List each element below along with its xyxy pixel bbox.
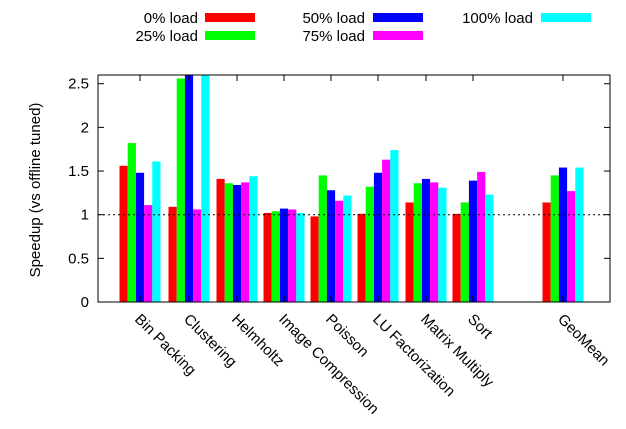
y-tick-label: 0 [81, 294, 89, 311]
bar-4-7 [430, 182, 439, 302]
plot-frame [97, 74, 611, 303]
legend-label: 0% load [144, 10, 198, 27]
bar-1-5 [310, 216, 319, 302]
legend-swatch [373, 31, 423, 40]
bar-1-7 [405, 202, 414, 302]
bar-5-8 [485, 194, 494, 302]
bars [119, 75, 584, 303]
y-tick-label: 1 [81, 207, 89, 224]
bar-2-5 [318, 175, 327, 302]
legend-swatch [205, 13, 255, 22]
bar-3-9 [558, 167, 568, 302]
bar-5-6 [390, 150, 399, 302]
bar-1-1 [119, 165, 128, 302]
bar-5-2 [201, 75, 210, 302]
legend-label: 75% load [302, 28, 365, 45]
y-tick-label: 1.5 [68, 163, 89, 180]
bar-3-8 [468, 180, 478, 302]
legend-label: 25% load [135, 28, 198, 45]
bar-1-9 [542, 202, 551, 302]
bar-4-1 [144, 205, 153, 302]
bar-3-5 [326, 190, 336, 302]
bar-5-7 [438, 187, 447, 302]
bar-3-3 [232, 185, 242, 302]
bar-2-4 [271, 211, 280, 302]
bar-4-4 [288, 209, 297, 302]
bar-2-3 [224, 183, 233, 302]
legend-label: 50% load [302, 10, 365, 27]
bar-1-4 [263, 212, 272, 302]
bar-1-3 [216, 178, 225, 302]
bar-4-3 [241, 182, 250, 302]
bar-3-7 [421, 178, 431, 302]
legend-swatch [205, 31, 255, 40]
bar-4-2 [193, 209, 202, 302]
legend-swatch [373, 13, 423, 22]
bar-4-9 [567, 191, 576, 302]
legend-label: 100% load [462, 10, 533, 27]
bar-1-2 [168, 206, 177, 302]
y-axis: 0 0.5 1 1.5 2 2.5 [68, 76, 610, 311]
bar-2-9 [550, 175, 559, 302]
bar-5-9 [575, 167, 584, 302]
bar-5-3 [249, 176, 258, 302]
y-tick-label: 0.5 [68, 250, 89, 267]
bar-2-6 [365, 186, 374, 302]
x-tick-label: LU Factorization [369, 311, 458, 400]
bar-4-6 [382, 159, 391, 302]
bar-3-2 [184, 75, 194, 302]
bar-3-6 [373, 172, 383, 302]
bar-2-7 [413, 183, 422, 302]
y-tick-label: 2.5 [68, 76, 89, 93]
legend-swatch [541, 13, 591, 22]
bar-2-8 [460, 202, 469, 302]
bar-1-8 [452, 213, 461, 302]
plot-border [97, 74, 611, 303]
bar-5-5 [343, 195, 352, 302]
bar-1-6 [357, 213, 366, 302]
bar-4-8 [477, 171, 486, 302]
bar-5-4 [296, 212, 305, 302]
bar-5-1 [152, 161, 161, 302]
bar-4-5 [335, 200, 344, 302]
y-tick-label: 2 [81, 119, 89, 136]
x-tick-label: GeoMean [554, 311, 613, 370]
bar-2-1 [127, 143, 136, 302]
bar-3-1 [135, 172, 145, 302]
bar-3-4 [279, 208, 289, 302]
x-tick-label: Sort [464, 311, 496, 343]
y-axis-label: Speedup (vs offline tuned) [27, 103, 44, 278]
bar-2-2 [176, 78, 185, 303]
